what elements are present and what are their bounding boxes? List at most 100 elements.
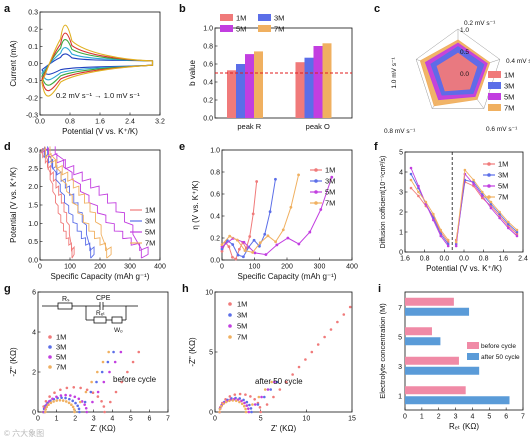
eis-point	[44, 410, 47, 414]
eis-point	[244, 410, 248, 414]
data-point	[255, 180, 259, 183]
bar	[236, 64, 245, 118]
x-tick-label: 400	[154, 264, 166, 271]
legend-label: 5M	[504, 93, 514, 102]
eis-point	[60, 396, 63, 400]
eis-point	[244, 407, 247, 411]
eis-point	[126, 370, 129, 374]
eis-point	[100, 370, 104, 374]
legend-label: 5M	[237, 322, 247, 331]
data-point	[241, 255, 245, 259]
eis-point	[67, 401, 71, 405]
eis-point	[96, 395, 100, 398]
data-point	[409, 166, 413, 170]
data-point	[417, 190, 420, 194]
x-tick-label: 3	[92, 416, 96, 423]
data-point	[507, 220, 510, 224]
eis-point	[304, 358, 307, 361]
gitt-curve	[39, 146, 112, 259]
legend-label: 3M	[504, 82, 514, 91]
plot-frame	[37, 291, 169, 413]
y-tick-label: 0.6	[203, 62, 213, 69]
x-tick-label: 300	[124, 264, 136, 271]
y-tick-label: 0.1	[28, 44, 38, 51]
eis-point	[228, 399, 231, 403]
x-tick-label: 200	[94, 264, 106, 271]
eis-point	[272, 395, 275, 399]
data-point	[319, 208, 323, 211]
eis-point	[247, 410, 251, 414]
eis-point	[220, 404, 223, 408]
eis-point	[291, 373, 294, 376]
data-point	[251, 250, 255, 254]
data-point	[498, 216, 501, 220]
eis-point	[106, 360, 110, 364]
y-tick-label: 0.8	[203, 44, 213, 51]
panel-label: f	[374, 141, 378, 153]
diffusion-line	[455, 179, 518, 245]
eis-point	[342, 313, 346, 316]
legend-swatch	[220, 25, 233, 32]
legend-marker	[48, 345, 52, 349]
y-tick-label: 0.0	[28, 258, 38, 265]
y-tick-label: 0.5	[28, 239, 38, 246]
eis-point	[100, 399, 103, 403]
eis-point	[240, 399, 243, 403]
data-point	[235, 238, 239, 242]
annotation: 0.2 mV s⁻¹ → 1.0 mV s⁻¹	[56, 91, 140, 100]
y-tick-label: -0.3	[26, 113, 38, 120]
y-tick-label: 0.4	[210, 214, 220, 221]
legend-marker	[48, 335, 52, 339]
data-point	[263, 232, 267, 236]
eis-point	[233, 393, 237, 396]
data-point	[480, 194, 484, 198]
legend-marker	[228, 302, 232, 306]
data-point	[281, 228, 285, 232]
radar-axis-label: 0.4 mV s⁻¹	[506, 58, 530, 65]
data-point	[463, 168, 467, 172]
eis-point	[59, 388, 62, 392]
legend-marker	[487, 184, 491, 188]
y-axis-label: η (V vs. K⁺/K)	[191, 180, 200, 229]
eis-point	[270, 380, 273, 384]
legend-label: after 50 cycle	[481, 354, 520, 361]
cv-curve	[41, 46, 154, 81]
bar	[313, 46, 323, 118]
legend-label: 3M	[274, 14, 284, 23]
radar-axis-label: 0.6 mV s⁻¹	[486, 126, 518, 133]
y-tick-label: 0.3	[28, 10, 38, 17]
diffusion-line	[410, 179, 449, 241]
eis-point	[45, 405, 49, 409]
eis-point	[76, 404, 79, 408]
legend-swatch	[467, 353, 479, 360]
eis-point	[65, 386, 69, 390]
data-point	[424, 200, 428, 204]
legend-label: 1M	[145, 206, 155, 215]
eis-point	[64, 393, 67, 397]
data-point	[251, 212, 255, 216]
panel-label: c	[374, 3, 380, 15]
data-point	[489, 200, 493, 204]
data-point	[454, 240, 458, 244]
eis-point	[47, 403, 50, 407]
legend-label: 7M	[498, 193, 508, 202]
eis-point	[71, 405, 75, 409]
legend-label: 5M	[145, 228, 155, 237]
eis-point	[249, 407, 253, 410]
y-tick-label: 1.0	[28, 221, 38, 228]
x-tick-label: 10	[302, 416, 310, 423]
data-point	[409, 178, 413, 182]
eis-point	[245, 404, 249, 407]
legend-marker	[487, 195, 491, 199]
eis-point	[113, 360, 117, 364]
eis-point	[238, 400, 241, 404]
y-tick-label: 0	[399, 250, 403, 257]
eis-point	[246, 407, 250, 410]
x-tick-label: 200	[281, 264, 293, 271]
y-tick-label: 0.0	[210, 258, 220, 265]
category-label: 1	[398, 393, 402, 400]
data-point	[231, 243, 235, 246]
overpotential-line	[221, 174, 300, 253]
data-point	[297, 173, 300, 177]
eis-point	[78, 400, 82, 404]
